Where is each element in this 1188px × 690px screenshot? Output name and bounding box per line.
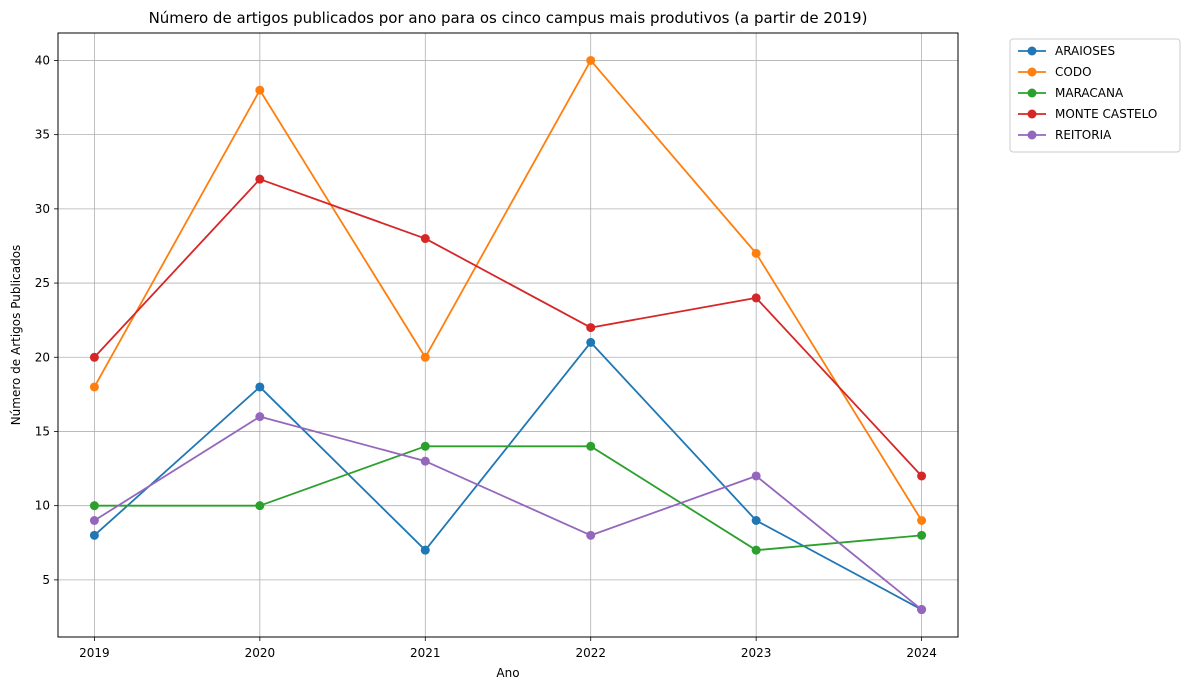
data-point: [420, 456, 430, 466]
legend-marker: [1027, 109, 1037, 119]
y-tick-label: 40: [35, 53, 50, 67]
series-reitoria: [89, 412, 927, 615]
series-araioses: [89, 337, 927, 615]
data-point: [420, 352, 430, 362]
x-tick-label: 2020: [245, 646, 276, 660]
legend-marker: [1027, 67, 1037, 77]
series-maracana: [89, 441, 927, 555]
series-monte-castelo: [89, 174, 927, 481]
grid-lines: [58, 33, 958, 637]
data-point: [255, 174, 265, 184]
data-point: [89, 382, 99, 392]
legend-box: [1009, 38, 1181, 153]
y-axis: 5 10 15 20 25 30 35 40: [35, 53, 58, 587]
data-point: [917, 471, 927, 481]
data-point: [586, 55, 596, 65]
series-line: [93, 415, 923, 611]
y-tick-label: 25: [35, 276, 50, 290]
y-tick-label: 20: [35, 350, 50, 364]
y-tick-label: 35: [35, 128, 50, 142]
data-point: [420, 545, 430, 555]
legend: ARAIOSES CODO MARACANA MONTE CASTELO REITORI…: [1009, 38, 1181, 153]
data-point: [89, 516, 99, 526]
y-tick-label: 5: [42, 573, 50, 587]
data-point: [420, 234, 430, 244]
data-point: [255, 501, 265, 511]
data-point: [420, 441, 430, 451]
data-point: [751, 293, 761, 303]
series-codo: [89, 55, 927, 526]
data-point: [751, 516, 761, 526]
series-layer: [89, 55, 927, 615]
data-point: [586, 530, 596, 540]
legend-label: MONTE CASTELO: [1055, 107, 1157, 121]
data-point: [586, 337, 596, 347]
x-axis-label: Ano: [496, 666, 519, 680]
y-tick-label: 15: [35, 424, 50, 438]
x-tick-label: 2021: [410, 646, 441, 660]
data-point: [586, 323, 596, 333]
legend-marker: [1027, 130, 1037, 140]
data-point: [255, 412, 265, 422]
series-line: [94, 445, 922, 552]
legend-label: CODO: [1055, 65, 1092, 79]
data-point: [89, 501, 99, 511]
legend-label: MARACANA: [1055, 86, 1124, 100]
data-point: [255, 85, 265, 95]
x-axis: 2019 2020 2021 2022 2023 2024: [79, 637, 937, 660]
data-point: [255, 382, 265, 392]
y-axis-label: Número de Artigos Publicados: [9, 245, 23, 426]
legend-marker: [1027, 88, 1037, 98]
x-tick-label: 2022: [575, 646, 606, 660]
data-point: [751, 248, 761, 258]
series-line: [93, 59, 923, 521]
legend-label: ARAIOSES: [1055, 44, 1115, 58]
y-tick-label: 30: [35, 202, 50, 216]
data-point: [917, 530, 927, 540]
x-tick-label: 2023: [741, 646, 772, 660]
y-tick-label: 10: [35, 499, 50, 513]
data-point: [917, 605, 927, 615]
data-point: [751, 471, 761, 481]
chart-title: Número de artigos publicados por ano par…: [149, 9, 868, 27]
data-point: [586, 441, 596, 451]
series-line: [93, 178, 923, 477]
x-tick-label: 2024: [906, 646, 937, 660]
plot-area-frame: [57, 32, 959, 638]
series-line: [93, 341, 923, 611]
legend-label: REITORIA: [1055, 128, 1112, 142]
data-point: [917, 516, 927, 526]
x-tick-label: 2019: [79, 646, 110, 660]
data-point: [751, 545, 761, 555]
legend-marker: [1027, 46, 1037, 56]
data-point: [89, 352, 99, 362]
data-point: [89, 530, 99, 540]
